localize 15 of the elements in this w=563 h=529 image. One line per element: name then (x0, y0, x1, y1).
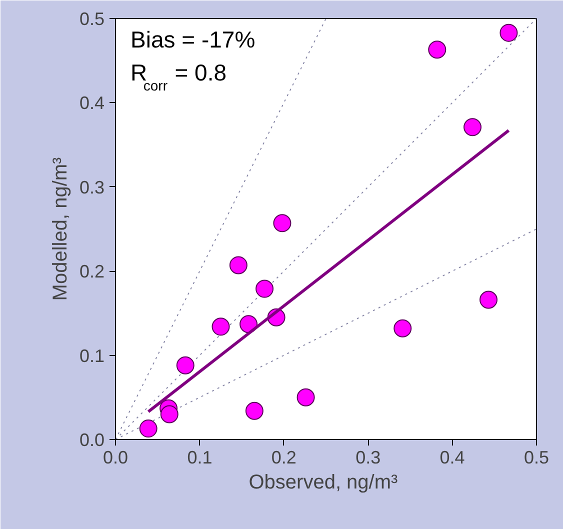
x-tick-label: 0.5 (524, 448, 550, 468)
x-tick-label: 0.2 (271, 448, 296, 468)
y-tick-label: 0.3 (79, 177, 105, 198)
x-tick-label: 0.0 (102, 448, 128, 468)
annotation: Bias = -17% (130, 26, 256, 52)
y-axis-title: Modelled, ng/m³ (49, 156, 72, 301)
y-tick-label: 0.5 (79, 9, 105, 29)
y-tick-label: 0.4 (79, 93, 105, 114)
y-tick-label: 0.0 (79, 430, 105, 450)
y-tick-label: 0.2 (79, 262, 105, 282)
y-tick-label: 0.1 (79, 346, 105, 366)
x-axis-title: Observed, ng/m³ (248, 472, 398, 494)
x-tick-label: 0.1 (187, 448, 212, 468)
x-tick-label: 0.4 (440, 448, 465, 468)
x-tick-label: 0.3 (356, 448, 381, 468)
